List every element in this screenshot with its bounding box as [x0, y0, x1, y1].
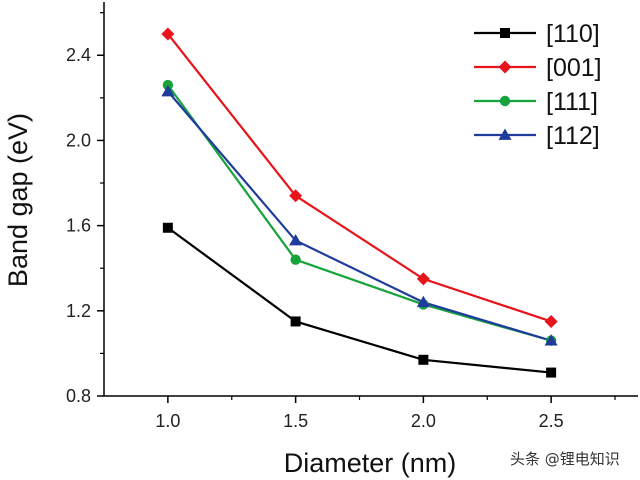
y-tick-label: 2.4 — [66, 45, 91, 65]
data-point-s0-1 — [290, 316, 301, 327]
ticks: 1.0 1.5 2.0 2.5 0.8 1.2 1.6 2.0 2.4 — [66, 12, 616, 431]
x-tick-label: 2.0 — [411, 411, 436, 431]
legend-marker-2 — [499, 95, 511, 107]
legend-label-1: [001] — [546, 54, 602, 82]
watermark: 头条 @锂电知识 — [510, 450, 620, 468]
y-tick-label: 1.2 — [66, 301, 91, 321]
x-tick-label: 1.0 — [155, 411, 180, 431]
data-point-s1-3 — [544, 314, 558, 328]
legend-label-0: [110] — [546, 20, 600, 48]
data-point-s2-1 — [290, 254, 301, 265]
legend-marker-1 — [498, 60, 512, 74]
legend-marker-3 — [498, 128, 512, 140]
data-point-s1-1 — [289, 189, 303, 203]
y-tick-label: 0.8 — [66, 386, 91, 406]
x-tick-label: 1.5 — [283, 411, 308, 431]
legend: [110] [001] [111] [112] — [474, 20, 602, 150]
x-tick-label: 2.5 — [539, 411, 564, 431]
series-line-0 — [167, 226, 552, 374]
series-line-1 — [167, 33, 552, 323]
data-point-s3-3 — [544, 334, 558, 346]
y-tick-label: 2.0 — [66, 130, 91, 150]
x-axis-label: Diameter (nm) — [284, 448, 457, 478]
legend-label-3: [112] — [546, 122, 600, 150]
series-line-3 — [167, 90, 552, 342]
data-point-s0-3 — [546, 367, 557, 378]
legend-label-2: [111] — [546, 88, 598, 116]
legend-marker-0 — [500, 28, 510, 38]
data-point-s3-1 — [289, 234, 303, 246]
data-point-s0-2 — [418, 354, 429, 365]
axes — [103, 2, 638, 397]
data-point-s1-0 — [161, 27, 175, 41]
series-markers — [161, 27, 558, 378]
data-point-s0-0 — [162, 222, 173, 233]
y-tick-label: 1.6 — [66, 216, 91, 236]
data-point-s3-0 — [161, 84, 175, 97]
y-axis-label: Band gap (eV) — [3, 113, 33, 287]
series-lines — [166, 33, 552, 374]
data-point-s1-2 — [416, 272, 430, 286]
data-point-s3-2 — [416, 295, 430, 308]
